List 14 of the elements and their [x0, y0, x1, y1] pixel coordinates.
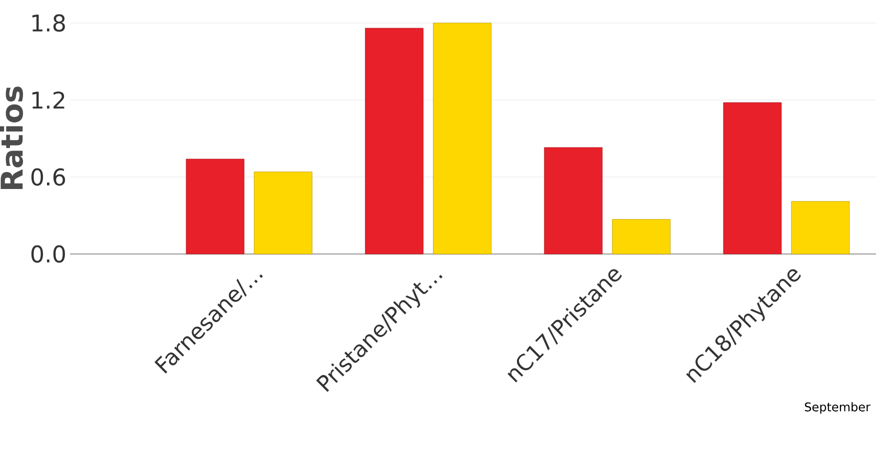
bar — [791, 201, 850, 254]
bar — [612, 219, 671, 254]
y-axis-title: Ratios — [0, 86, 24, 189]
y-tick-label: 1.2 — [32, 91, 64, 109]
bar — [254, 172, 312, 254]
y-tick-label: 0.0 — [31, 245, 65, 263]
bar — [544, 147, 603, 254]
bar — [365, 28, 424, 254]
bar — [723, 102, 782, 254]
bar — [433, 22, 492, 254]
text: September — [804, 402, 870, 414]
bar — [186, 158, 244, 254]
y-tick-label: 1.8 — [32, 14, 65, 32]
y-tick-label: 0.6 — [31, 168, 66, 186]
